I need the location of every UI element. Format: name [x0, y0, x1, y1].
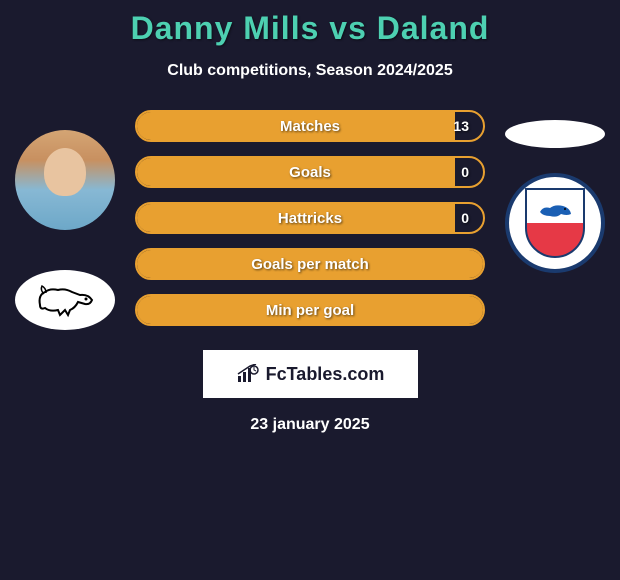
chart-icon	[236, 364, 260, 384]
ram-icon	[30, 280, 100, 320]
subtitle: Club competitions, Season 2024/2025	[0, 62, 620, 80]
main-area: Matches 13 Goals 0 Hattricks 0 Goals per…	[0, 110, 620, 330]
right-player-placeholder	[505, 120, 605, 148]
stat-goals-per-match: Goals per match	[135, 248, 485, 280]
stat-value: 0	[461, 164, 469, 180]
bluebird-icon	[535, 198, 575, 226]
stats-column: Matches 13 Goals 0 Hattricks 0 Goals per…	[120, 110, 500, 326]
stat-label: Goals	[289, 164, 331, 181]
left-club-logo	[15, 270, 115, 330]
stat-value: 0	[461, 210, 469, 226]
stat-label: Min per goal	[266, 302, 354, 319]
right-club-logo	[505, 173, 605, 273]
page-title: Danny Mills vs Daland	[0, 10, 620, 47]
stat-hattricks: Hattricks 0	[135, 202, 485, 234]
watermark-text: FcTables.com	[266, 364, 385, 385]
left-column	[10, 110, 120, 330]
watermark[interactable]: FcTables.com	[203, 350, 418, 398]
stat-label: Hattricks	[278, 210, 342, 227]
stat-matches: Matches 13	[135, 110, 485, 142]
stat-value: 13	[453, 118, 469, 134]
left-player-photo	[15, 130, 115, 230]
right-column	[500, 110, 610, 273]
date-text: 23 january 2025	[0, 416, 620, 434]
stat-label: Matches	[280, 118, 340, 135]
comparison-card: Danny Mills vs Daland Club competitions,…	[0, 0, 620, 434]
stat-min-per-goal: Min per goal	[135, 294, 485, 326]
stat-goals: Goals 0	[135, 156, 485, 188]
stat-label: Goals per match	[251, 256, 369, 273]
